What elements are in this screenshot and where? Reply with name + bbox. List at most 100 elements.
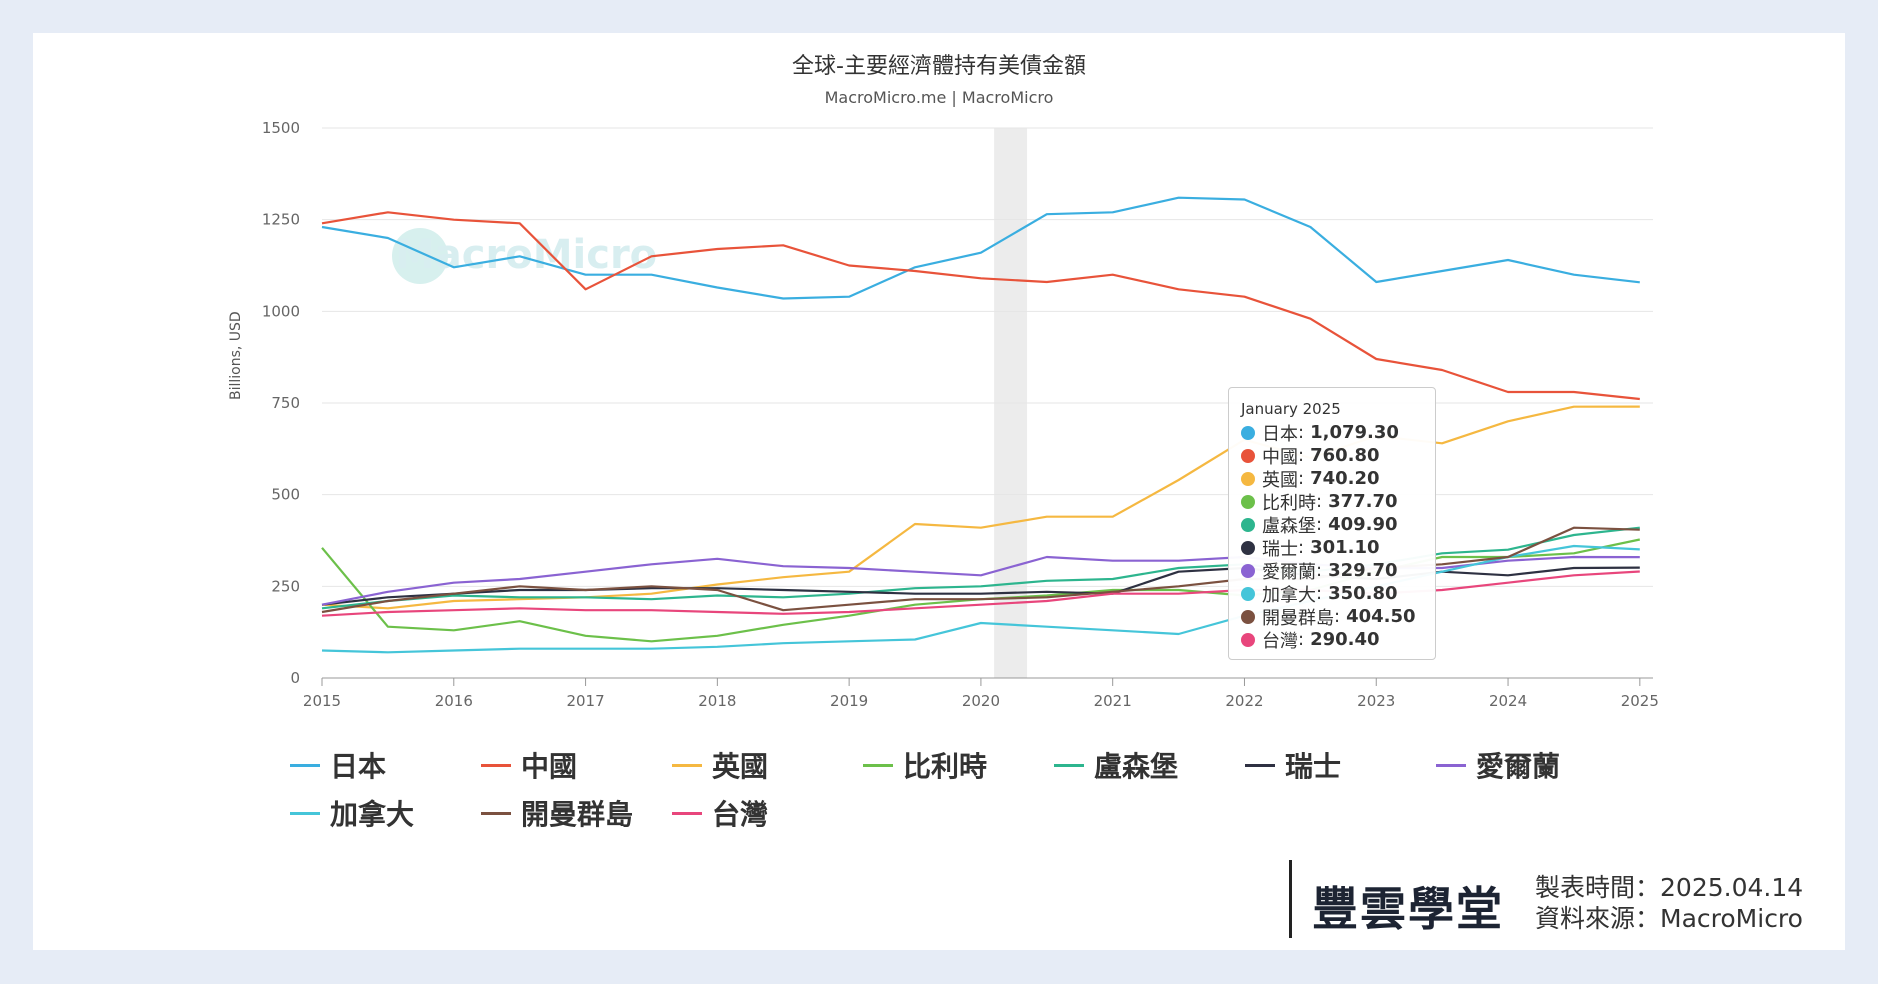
series-dot-icon (1241, 448, 1255, 463)
legend-swatch-icon (1436, 763, 1466, 767)
tooltip-value: 350.80 (1328, 583, 1398, 604)
tooltip-value: 404.50 (1346, 606, 1416, 627)
y-tick-label: 1500 (262, 119, 300, 137)
x-tick-label: 2015 (303, 692, 341, 710)
x-tick-label: 2016 (435, 692, 473, 710)
series-dot-icon (1241, 563, 1255, 578)
series-dot-icon (1241, 540, 1255, 555)
legend-swatch-icon (1245, 763, 1275, 767)
legend-swatch-icon (481, 811, 511, 815)
legend-item[interactable]: 比利時 (863, 748, 1054, 783)
legend-item[interactable]: 瑞士 (1245, 748, 1436, 783)
legend-label: 愛爾蘭 (1476, 750, 1561, 783)
series-dot-icon (1241, 494, 1255, 509)
legend-swatch-icon (1054, 763, 1084, 767)
tooltip-value: 409.90 (1328, 514, 1398, 535)
series-dot-icon (1241, 517, 1255, 532)
x-tick-label: 2023 (1357, 692, 1395, 710)
tooltip-row: 開曼群島:404.50 (1241, 605, 1423, 629)
legend-item[interactable]: 中國 (481, 748, 672, 783)
tooltip-row: 加拿大:350.80 (1241, 582, 1423, 606)
series-dot-icon (1241, 609, 1255, 624)
legend-label: 開曼群島 (521, 798, 634, 831)
x-tick-label: 2024 (1489, 692, 1527, 710)
tooltip-value: 1,079.30 (1310, 422, 1399, 443)
legend-label: 中國 (521, 750, 578, 783)
legend-item[interactable]: 盧森堡 (1054, 748, 1245, 783)
legend-label: 加拿大 (330, 798, 415, 831)
legend-label: 瑞士 (1285, 750, 1342, 783)
tooltip-header: January 2025 (1241, 400, 1341, 418)
made-time: 2025.04.14 (1660, 873, 1804, 902)
tooltip-value: 301.10 (1310, 537, 1380, 558)
y-tick-label: 250 (271, 577, 300, 595)
y-tick-label: 1250 (262, 211, 300, 229)
legend-item[interactable]: 台灣 (672, 796, 863, 831)
series-dot-icon (1241, 425, 1255, 440)
series-dot-icon (1241, 471, 1255, 486)
legend-label: 英國 (712, 750, 769, 783)
watermark-logo-icon (392, 228, 448, 284)
chart-card (33, 33, 1845, 950)
tooltip-row: 台灣:290.40 (1241, 628, 1423, 652)
chart-title: 全球-主要經濟體持有美債金額 (792, 54, 1086, 79)
legend-swatch-icon (481, 763, 511, 767)
legend-label: 盧森堡 (1094, 750, 1179, 783)
legend-label: 比利時 (903, 750, 988, 783)
footer-meta: 製表時間：2025.04.14 資料來源：MacroMicro (1535, 872, 1803, 934)
tooltip-label: 日本 (1262, 423, 1298, 445)
x-tick-label: 2022 (1225, 692, 1263, 710)
tooltip-label: 台灣 (1262, 630, 1298, 652)
tooltip-row: 中國:760.80 (1241, 444, 1423, 468)
x-tick-label: 2020 (962, 692, 1000, 710)
legend-swatch-icon (863, 763, 893, 767)
series-line-2 (321, 211, 1640, 401)
y-tick-label: 1000 (262, 302, 300, 320)
tooltip-label: 加拿大 (1262, 584, 1316, 606)
legend-swatch-icon (672, 763, 702, 767)
series-line-1 (321, 196, 1640, 300)
legend-label: 台灣 (712, 798, 769, 831)
tooltip-row: 盧森堡:409.90 (1241, 513, 1423, 537)
tooltip-label: 開曼群島 (1262, 607, 1334, 629)
tooltip-label: 愛爾蘭 (1262, 561, 1316, 583)
x-tick-label: 2019 (830, 692, 868, 710)
y-tick-label: 0 (290, 669, 300, 687)
legend-label: 日本 (330, 750, 387, 783)
tooltip-row: 瑞士:301.10 (1241, 536, 1423, 560)
brand-logo: 豐雲學堂 (1312, 882, 1504, 936)
x-tick-label: 2017 (566, 692, 604, 710)
tooltip-label: 比利時 (1262, 492, 1316, 514)
tooltip: January 2025 日本:1,079.30 中國:760.80 英國:740.… (1228, 387, 1436, 660)
tooltip-value: 740.20 (1310, 468, 1380, 489)
legend-item[interactable]: 加拿大 (290, 796, 481, 831)
tooltip-value: 760.80 (1310, 445, 1380, 466)
tooltip-label: 英國 (1262, 469, 1298, 491)
series-dot-icon (1241, 586, 1255, 601)
series-dot-icon (1241, 632, 1255, 647)
watermark: MacroMicro (395, 232, 658, 278)
legend-item[interactable]: 英國 (672, 748, 863, 783)
tooltip-value: 329.70 (1328, 560, 1398, 581)
tooltip-label: 盧森堡 (1262, 515, 1316, 537)
made-time-label: 製表時間： (1535, 873, 1661, 902)
legend: 日本 中國 英國 比利時 盧森堡 瑞士 愛爾蘭加拿大 開曼群島 台灣 (290, 748, 1630, 831)
legend-swatch-icon (672, 811, 702, 815)
tooltip-row: 比利時:377.70 (1241, 490, 1423, 514)
tooltip-label: 中國 (1262, 446, 1298, 468)
y-tick-label: 750 (271, 394, 300, 412)
tooltip-value: 377.70 (1328, 491, 1398, 512)
x-tick-label: 2025 (1621, 692, 1659, 710)
x-tick-label: 2021 (1094, 692, 1132, 710)
chart-subtitle: MacroMicro.me | MacroMicro (824, 88, 1054, 107)
footer-divider (1289, 860, 1292, 938)
legend-item[interactable]: 開曼群島 (481, 796, 672, 831)
source: MacroMicro (1660, 904, 1803, 933)
legend-item[interactable]: 日本 (290, 748, 481, 783)
tooltip-label: 瑞士 (1262, 538, 1298, 560)
legend-item[interactable]: 愛爾蘭 (1436, 748, 1627, 783)
tooltip-row: 日本:1,079.30 (1241, 421, 1423, 445)
y-tick-label: 500 (271, 486, 300, 504)
tooltip-row: 愛爾蘭:329.70 (1241, 559, 1423, 583)
